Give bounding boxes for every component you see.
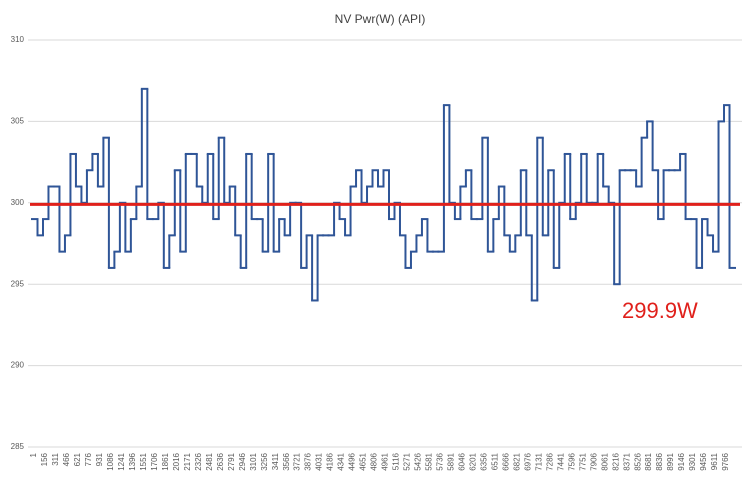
y-tick-label: 290 [11, 361, 25, 370]
x-tick-label: 7286 [545, 452, 554, 470]
x-tick-label: 2171 [183, 452, 192, 470]
x-tick-label: 3876 [304, 452, 313, 470]
x-tick-label: 5891 [447, 452, 456, 470]
x-tick-label: 5116 [392, 452, 401, 470]
x-tick-label: 3721 [293, 452, 302, 470]
x-tick-label: 8836 [655, 452, 664, 470]
y-tick-label: 310 [11, 35, 25, 44]
y-tick-label: 295 [11, 279, 25, 288]
y-tick-label: 285 [11, 442, 25, 451]
x-tick-label: 1086 [106, 452, 115, 470]
x-tick-label: 7751 [578, 452, 587, 470]
x-tick-label: 6511 [490, 452, 499, 470]
x-tick-label: 5736 [436, 452, 445, 470]
x-tick-label: 4031 [315, 452, 324, 470]
x-tick-label: 6976 [523, 452, 532, 470]
x-tick-label: 4496 [348, 452, 357, 470]
x-tick-label: 6046 [458, 452, 467, 470]
x-tick-label: 8526 [633, 452, 642, 470]
x-tick-label: 621 [73, 452, 82, 466]
x-tick-label: 1396 [128, 452, 137, 470]
x-tick-label: 6821 [512, 452, 521, 470]
x-tick-label: 1861 [161, 452, 170, 470]
x-tick-label: 3411 [271, 452, 280, 470]
x-tick-label: 5426 [414, 452, 423, 470]
x-tick-label: 9611 [710, 452, 719, 470]
x-tick-label: 6201 [468, 452, 477, 470]
x-tick-label: 5581 [425, 452, 434, 470]
x-tick-label: 156 [40, 452, 49, 466]
x-tick-label: 1551 [139, 452, 148, 470]
x-tick-label: 6356 [479, 452, 488, 470]
x-tick-label: 2481 [205, 452, 214, 470]
x-tick-label: 9456 [699, 452, 708, 470]
x-tick-label: 2946 [238, 452, 247, 470]
x-tick-label: 931 [95, 452, 104, 466]
x-tick-label: 311 [51, 452, 60, 465]
x-tick-label: 2016 [172, 452, 181, 470]
x-tick-label: 8681 [644, 452, 653, 470]
x-tick-label: 8061 [600, 452, 609, 470]
x-tick-label: 8371 [622, 452, 631, 470]
mean-label: 299.9W [622, 298, 698, 323]
x-tick-label: 7596 [567, 452, 576, 470]
x-tick-label: 6666 [501, 452, 510, 470]
x-tick-label: 776 [84, 452, 93, 466]
x-tick-label: 7441 [556, 452, 565, 470]
x-tick-label: 1241 [117, 452, 126, 470]
x-tick-label: 2791 [227, 452, 236, 470]
x-tick-label: 466 [62, 452, 71, 466]
x-tick-label: 7906 [589, 452, 598, 470]
x-tick-label: 4651 [359, 452, 368, 470]
x-tick-label: 4341 [337, 452, 346, 470]
x-tick-label: 8216 [611, 452, 620, 470]
x-tick-label: 1706 [150, 452, 159, 470]
x-tick-label: 1 [29, 452, 38, 457]
x-tick-label: 3101 [249, 452, 258, 470]
x-tick-label: 4961 [381, 452, 390, 470]
x-tick-label: 9301 [688, 452, 697, 470]
x-tick-label: 9766 [721, 452, 730, 470]
x-tick-label: 7131 [534, 452, 543, 470]
x-tick-label: 2636 [216, 452, 225, 470]
y-tick-label: 300 [11, 198, 25, 207]
x-tick-label: 3566 [282, 452, 291, 470]
x-tick-label: 4806 [370, 452, 379, 470]
x-tick-label: 3256 [260, 452, 269, 470]
x-tick-label: 4186 [326, 452, 335, 470]
chart-title: NV Pwr(W) (API) [335, 12, 426, 26]
x-tick-label: 8991 [666, 452, 675, 470]
x-tick-label: 2326 [194, 452, 203, 470]
y-tick-label: 305 [11, 117, 25, 126]
x-tick-label: 5271 [403, 452, 412, 470]
x-tick-label: 9146 [677, 452, 686, 470]
